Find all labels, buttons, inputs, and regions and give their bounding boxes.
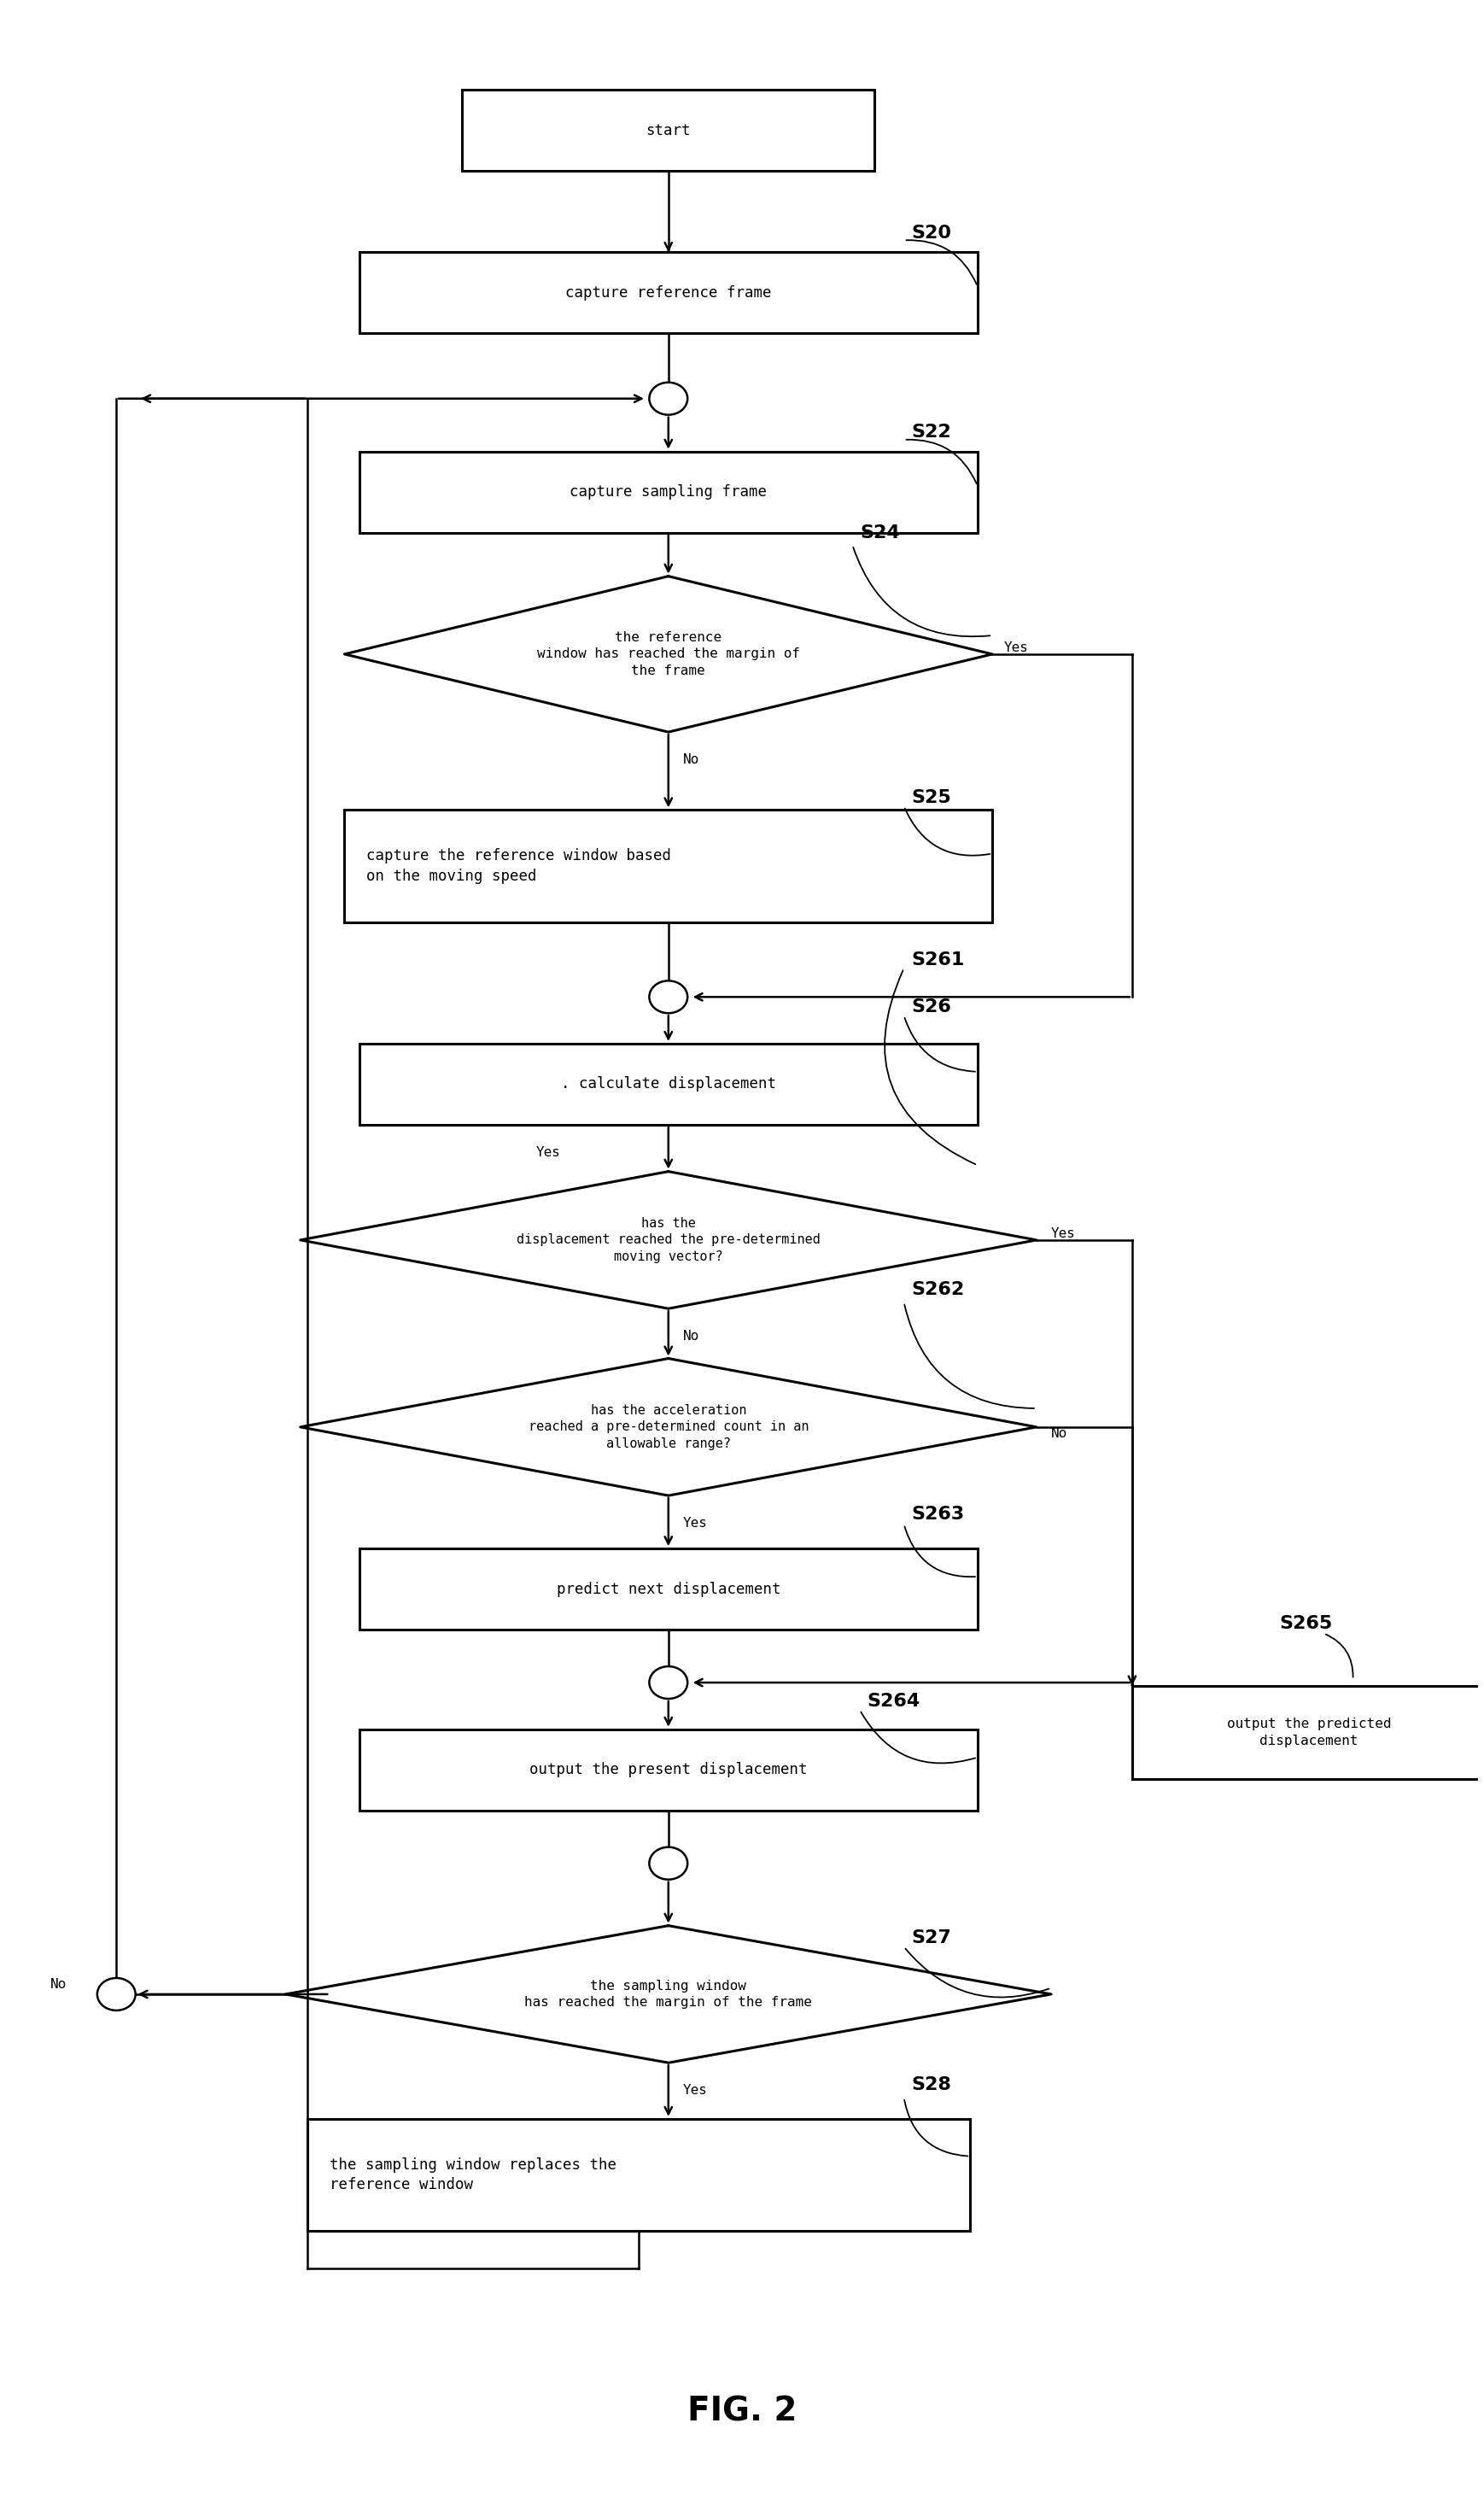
Text: No: No: [683, 754, 699, 767]
Text: capture reference frame: capture reference frame: [565, 286, 772, 301]
Text: S25: S25: [911, 789, 951, 807]
Text: capture the reference window based
on the moving speed: capture the reference window based on th…: [367, 849, 671, 884]
Text: S261: S261: [911, 952, 965, 967]
Text: the sampling window replaces the
reference window: the sampling window replaces the referen…: [329, 2157, 617, 2192]
Text: S265: S265: [1279, 1616, 1333, 1631]
Text: S264: S264: [867, 1693, 920, 1711]
FancyBboxPatch shape: [359, 1548, 978, 1631]
Text: S27: S27: [911, 1929, 951, 1946]
Circle shape: [650, 383, 687, 416]
FancyBboxPatch shape: [359, 253, 978, 333]
Text: S263: S263: [911, 1506, 965, 1523]
Text: the sampling window
has reached the margin of the frame: the sampling window has reached the marg…: [524, 1979, 812, 2009]
Text: the reference
window has reached the margin of
the frame: the reference window has reached the mar…: [537, 631, 800, 676]
Text: output the predicted
displacement: output the predicted displacement: [1227, 1718, 1391, 1748]
Polygon shape: [285, 1926, 1051, 2062]
Text: . calculate displacement: . calculate displacement: [561, 1077, 776, 1092]
Circle shape: [650, 1666, 687, 1698]
Text: S24: S24: [859, 524, 899, 541]
Text: No: No: [683, 1330, 699, 1343]
Text: Yes: Yes: [1051, 1227, 1076, 1240]
Text: predict next displacement: predict next displacement: [556, 1581, 781, 1596]
Text: capture sampling frame: capture sampling frame: [570, 483, 767, 501]
Text: Yes: Yes: [536, 1147, 561, 1160]
Text: S22: S22: [911, 423, 951, 441]
Text: S262: S262: [911, 1283, 965, 1298]
Circle shape: [650, 1846, 687, 1879]
FancyBboxPatch shape: [359, 1728, 978, 1811]
Text: start: start: [646, 123, 692, 138]
FancyBboxPatch shape: [307, 2119, 971, 2232]
Text: S26: S26: [911, 999, 951, 1015]
Text: has the
displacement reached the pre-determined
moving vector?: has the displacement reached the pre-det…: [516, 1217, 821, 1263]
Polygon shape: [300, 1358, 1036, 1495]
Text: has the acceleration
reached a pre-determined count in an
allowable range?: has the acceleration reached a pre-deter…: [528, 1403, 809, 1450]
Polygon shape: [300, 1172, 1036, 1308]
Text: S28: S28: [911, 2077, 951, 2094]
Text: Yes: Yes: [1005, 641, 1028, 654]
FancyBboxPatch shape: [344, 809, 993, 922]
Circle shape: [650, 982, 687, 1012]
Text: Yes: Yes: [683, 1516, 708, 1531]
FancyBboxPatch shape: [359, 451, 978, 534]
Circle shape: [98, 1979, 135, 2012]
Text: No: No: [50, 1979, 67, 1991]
Text: Yes: Yes: [683, 2084, 708, 2097]
FancyBboxPatch shape: [463, 90, 874, 170]
Text: No: No: [1051, 1428, 1067, 1440]
Text: output the present displacement: output the present displacement: [530, 1761, 807, 1779]
Text: FIG. 2: FIG. 2: [687, 2395, 797, 2427]
Text: S20: S20: [911, 225, 951, 240]
FancyBboxPatch shape: [1132, 1686, 1484, 1779]
Polygon shape: [344, 576, 993, 731]
FancyBboxPatch shape: [359, 1045, 978, 1125]
